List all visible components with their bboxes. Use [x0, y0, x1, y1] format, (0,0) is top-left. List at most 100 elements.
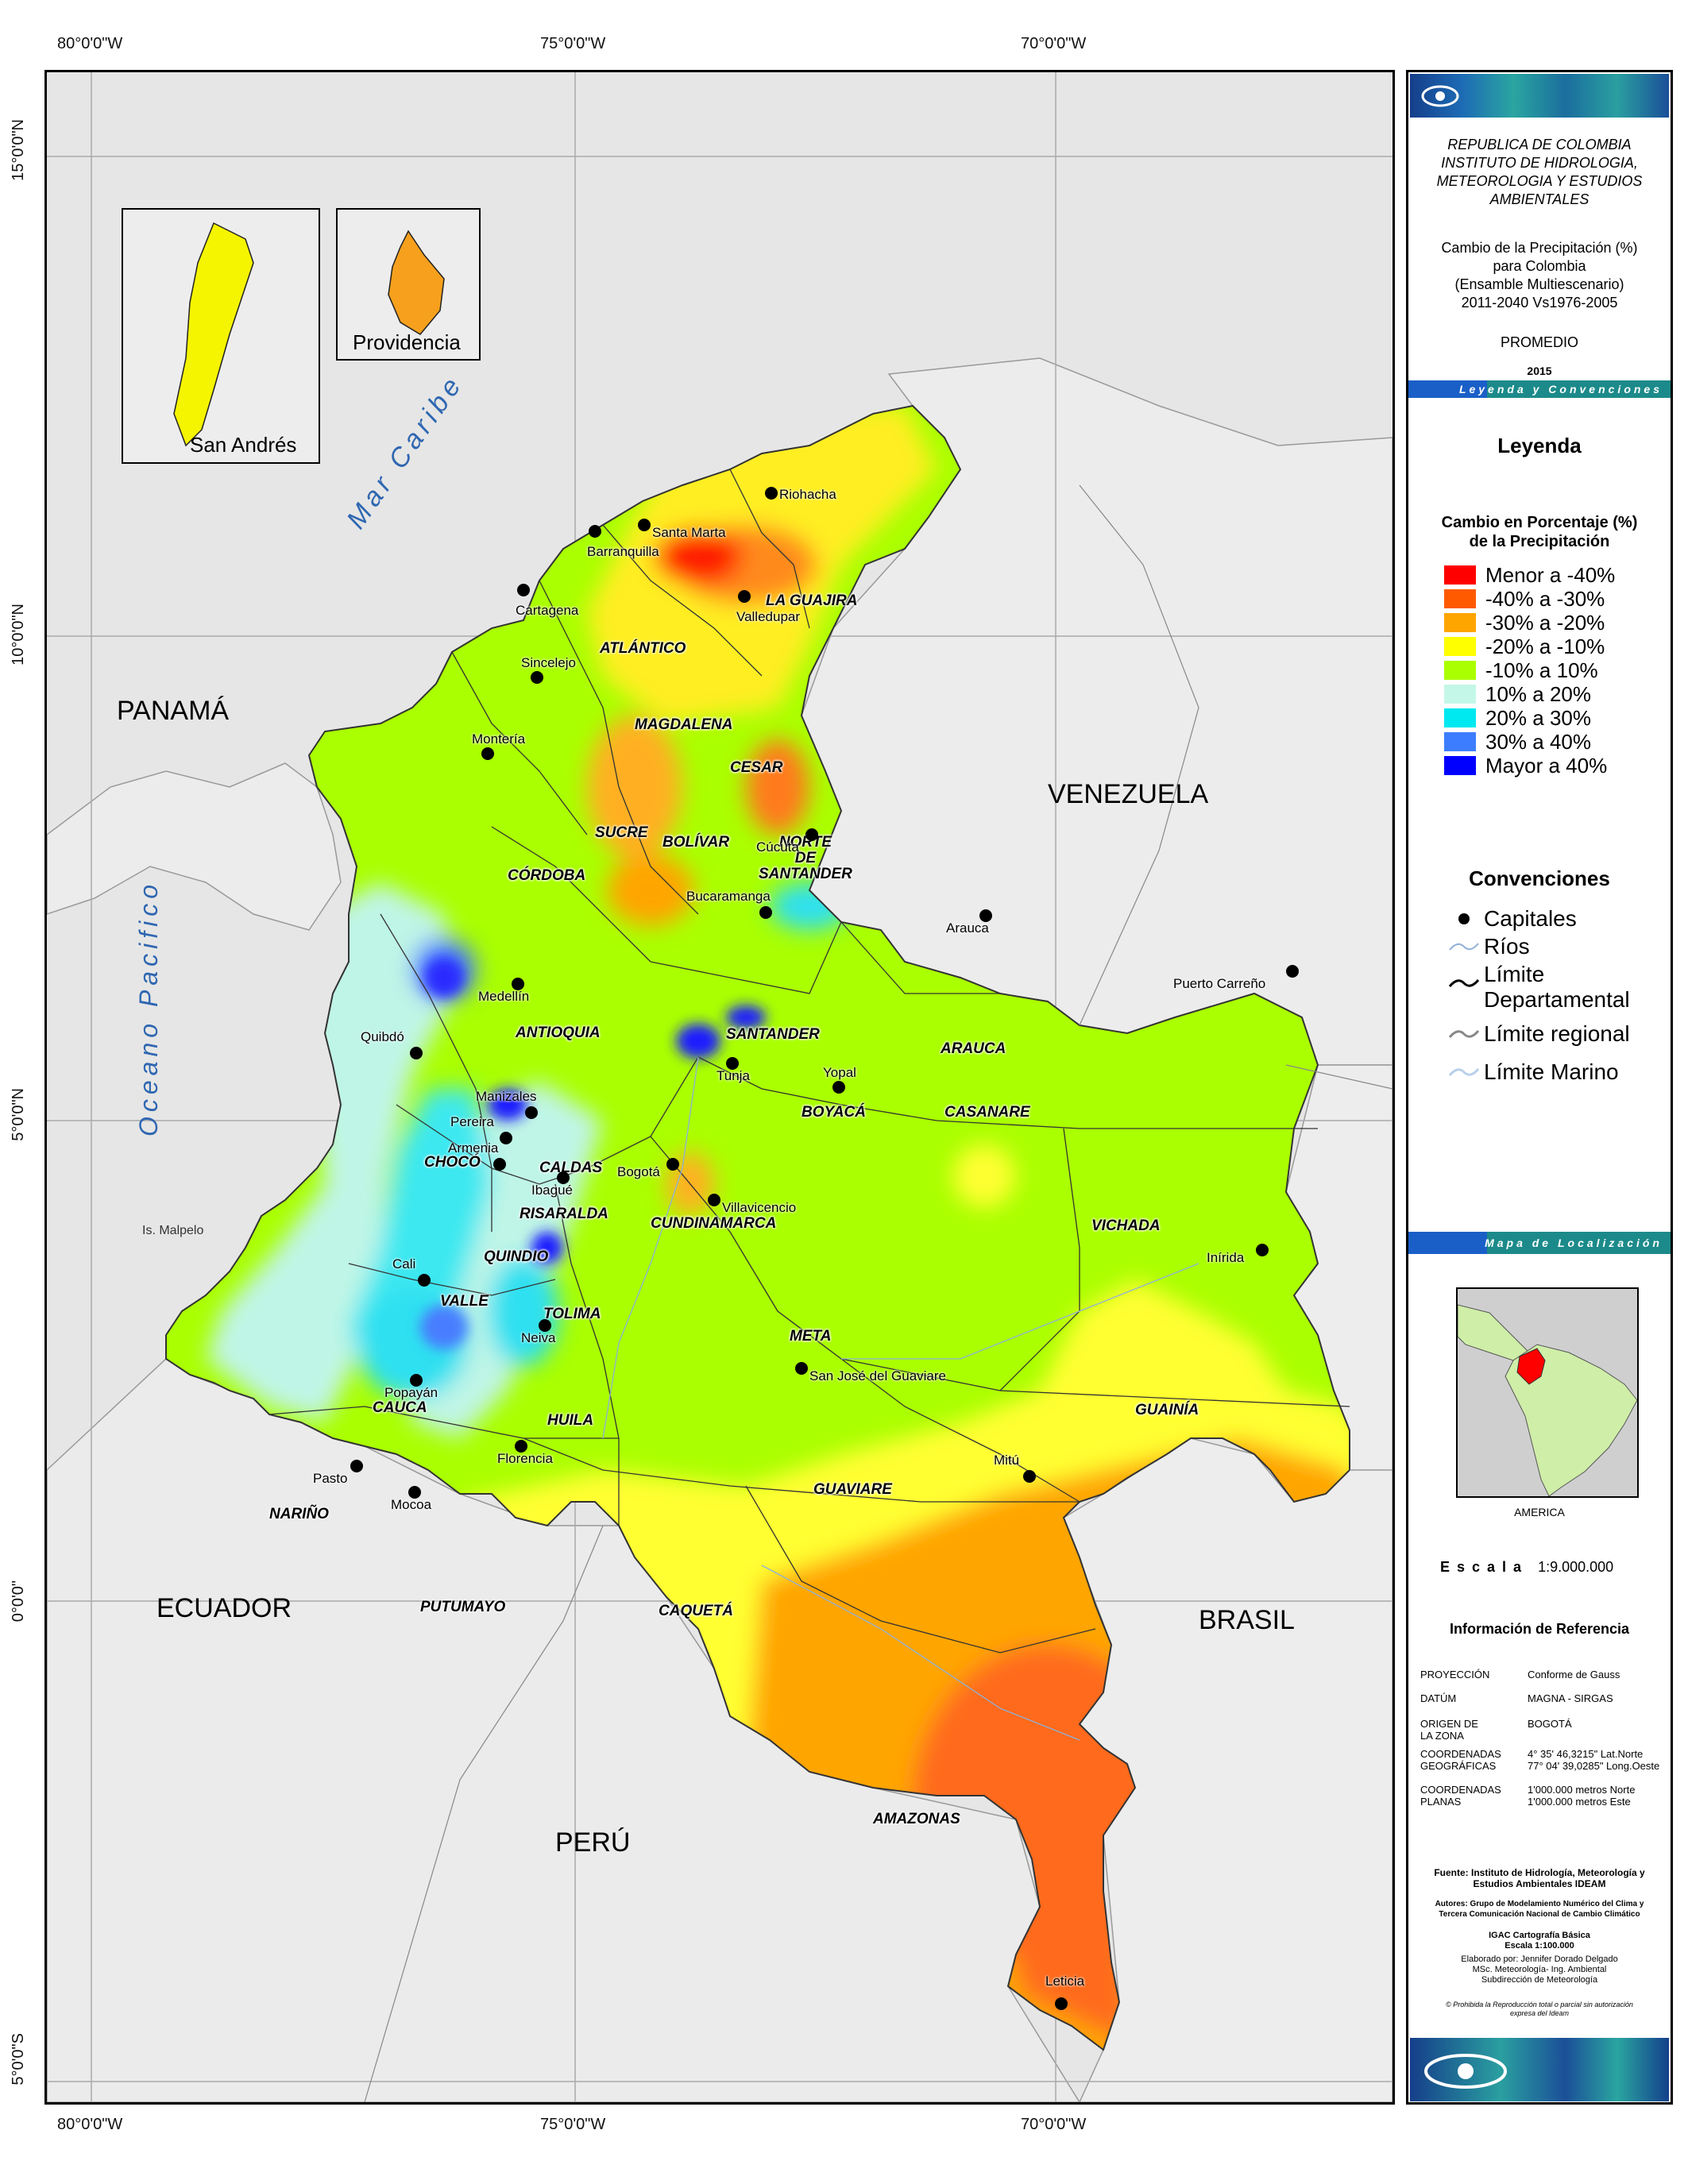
- city-label-quibdó: Quibdó: [361, 1029, 404, 1044]
- city-dot-inírida[interactable]: [1256, 1244, 1269, 1256]
- map-title-line-4: 2011-2040 Vs1976-2005: [1461, 295, 1618, 311]
- legend-label: -20% a -10%: [1485, 634, 1605, 658]
- zone-darkblue-caldas: [488, 1089, 527, 1121]
- map-title-line-1: Cambio de la Precipitación (%): [1441, 240, 1638, 256]
- city-dot-bucaramanga[interactable]: [759, 906, 772, 919]
- city-label-bucaramanga: Bucaramanga: [686, 889, 771, 904]
- dept-label-norte-de-santander: NORTE DE SANTANDER: [759, 834, 852, 882]
- ideam-logo: [1410, 74, 1669, 118]
- map-frame[interactable]: San Andrés Providencia PANAMÁ VENEZUELA …: [44, 70, 1395, 2105]
- dept-label-guainía: GUAINÍA: [1135, 1402, 1199, 1418]
- legend-subtitle-line-1: Cambio en Porcentaje (%): [1441, 514, 1638, 531]
- city-label-puerto-carreño: Puerto Carreño: [1173, 976, 1266, 991]
- axis-bottom-70w: 70°0'0"W: [1021, 2116, 1087, 2133]
- city-label-popayán: Popayán: [384, 1385, 438, 1400]
- city-dot-leticia[interactable]: [1055, 1997, 1068, 2010]
- dept-label-cundinamarca: CUNDINAMARCA: [651, 1215, 777, 1232]
- city-label-yopal: Yopal: [823, 1065, 856, 1080]
- precipitation-map[interactable]: [47, 72, 1393, 2102]
- city-dot-valledupar[interactable]: [738, 590, 751, 603]
- reference-value: Conforme de Gauss: [1528, 1669, 1620, 1680]
- city-dot-mocoa[interactable]: [408, 1486, 421, 1499]
- city-dot-mitú[interactable]: [1023, 1470, 1036, 1483]
- city-dot-villavicencio[interactable]: [708, 1194, 720, 1206]
- side-panel: REPUBLICA DE COLOMBIA INSTITUTO DE HIDRO…: [1406, 70, 1673, 2105]
- reference-row: DATÚM MAGNA - SIRGAS: [1420, 1692, 1667, 1704]
- city-dot-cartagena[interactable]: [517, 584, 530, 596]
- zone-red-sierra: [655, 529, 742, 585]
- city-label-villavicencio: Villavicencio: [722, 1200, 797, 1215]
- city-dot-florencia[interactable]: [515, 1440, 527, 1453]
- city-dot-medellín[interactable]: [512, 978, 524, 990]
- legend-swatch: [1444, 613, 1476, 632]
- axis-top-70w: 70°0'0"W: [1021, 35, 1087, 52]
- city-dot-cali[interactable]: [418, 1274, 431, 1287]
- institution-line-2: INSTITUTO DE HIDROLOGIA,: [1441, 155, 1638, 171]
- city-label-leticia: Leticia: [1045, 1974, 1085, 1989]
- country-label-brasil: BRASIL: [1199, 1605, 1295, 1635]
- convention-limite-marino-label: Límite Marino: [1484, 1059, 1619, 1084]
- dept-label-putumayo: PUTUMAYO: [420, 1599, 506, 1615]
- banner-legend: Leyenda y Convenciones: [1408, 380, 1671, 398]
- map-title-line-2: para Colombia: [1493, 258, 1586, 274]
- city-dot-popayán[interactable]: [410, 1374, 423, 1387]
- autores: Autores: Grupo de Modelamiento Numérico …: [1435, 1900, 1644, 1919]
- convention-limite-departamental: Límite Departamental: [1444, 962, 1630, 1013]
- convention-rios: Ríos: [1444, 934, 1530, 959]
- city-label-riohacha: Riohacha: [779, 487, 836, 502]
- reference-row: COORDENADAS PLANAS 1'000.000 metros Norte…: [1420, 1784, 1667, 1808]
- city-dot-santa-marta[interactable]: [638, 519, 651, 531]
- country-label-ecuador: ECUADOR: [156, 1593, 292, 1623]
- dept-label-la-guajira: LA GUAJIRA: [766, 592, 858, 609]
- city-dot-bogotá[interactable]: [666, 1158, 679, 1171]
- legend-item: 10% a 20%: [1444, 682, 1591, 706]
- city-label-barranquilla: Barranquilla: [587, 544, 659, 559]
- zone-darkblue-tunja: [726, 1005, 766, 1029]
- city-dot-pereira[interactable]: [500, 1132, 512, 1144]
- dept-label-amazonas: AMAZONAS: [873, 1811, 960, 1827]
- prohibida: © Prohibida la Reproducción total o parc…: [1446, 2001, 1633, 2017]
- city-label-santa-marta: Santa Marta: [652, 525, 726, 540]
- city-label-valledupar: Valledupar: [736, 609, 801, 624]
- convention-limite-departamental-label: Límite Departamental: [1484, 962, 1630, 1012]
- country-label-panama: PANAMÁ: [117, 696, 230, 726]
- legend-subtitle-line-2: de la Precipitación: [1469, 533, 1610, 550]
- axis-bottom-75w: 75°0'0"W: [540, 2116, 606, 2133]
- axis-top-80w: 80°0'0"W: [57, 35, 123, 52]
- scale-block: E s c a l a 1:9.000.000: [1440, 1559, 1613, 1576]
- axis-top-75w: 75°0'0"W: [540, 35, 606, 52]
- city-label-pasto: Pasto: [313, 1471, 348, 1486]
- reference-title: Información de Referencia: [1449, 1621, 1630, 1637]
- legend-label: 20% a 30%: [1485, 705, 1591, 730]
- city-dot-yopal[interactable]: [832, 1081, 845, 1094]
- city-dot-sincelejo[interactable]: [531, 671, 543, 684]
- city-dot-manizales[interactable]: [525, 1106, 538, 1119]
- neighbour-borders: [364, 484, 1393, 2102]
- city-dot-quibdó[interactable]: [410, 1047, 423, 1059]
- city-dot-montería[interactable]: [481, 747, 494, 760]
- city-dot-ibagué[interactable]: [557, 1171, 570, 1184]
- city-dot-san-josé-del-guaviare[interactable]: [795, 1362, 808, 1375]
- convention-limite-regional-label: Límite regional: [1484, 1021, 1630, 1046]
- dept-label-sucre: SUCRE: [595, 824, 648, 841]
- dept-label-magdalena: MAGDALENA: [635, 716, 733, 733]
- zone-yellow-vichada: [952, 1144, 1016, 1208]
- city-dot-arauca[interactable]: [979, 909, 992, 922]
- city-dot-tunja[interactable]: [726, 1057, 739, 1070]
- legend-subtitle: Cambio en Porcentaje (%) de la Precipita…: [1408, 513, 1671, 551]
- city-dot-barranquilla[interactable]: [589, 525, 601, 538]
- city-dot-cúcuta[interactable]: [805, 828, 818, 841]
- panama-land: [47, 762, 342, 931]
- capital-dot-icon: [1444, 909, 1484, 929]
- city-dot-neiva[interactable]: [539, 1319, 551, 1332]
- city-dot-riohacha[interactable]: [765, 487, 778, 500]
- zone-darkblue-boyaca: [676, 1024, 720, 1059]
- rivers: [602, 1056, 1199, 1741]
- regional-boundary-icon: [1444, 1024, 1484, 1044]
- dept-label-cesar: CESAR: [730, 759, 783, 776]
- subtitle: PROMEDIO: [1500, 334, 1578, 350]
- city-dot-puerto-carreño[interactable]: [1286, 965, 1299, 978]
- city-dot-pasto[interactable]: [350, 1460, 363, 1472]
- city-dot-armenia[interactable]: [493, 1158, 506, 1171]
- scale-value: 1:9.000.000: [1538, 1559, 1614, 1575]
